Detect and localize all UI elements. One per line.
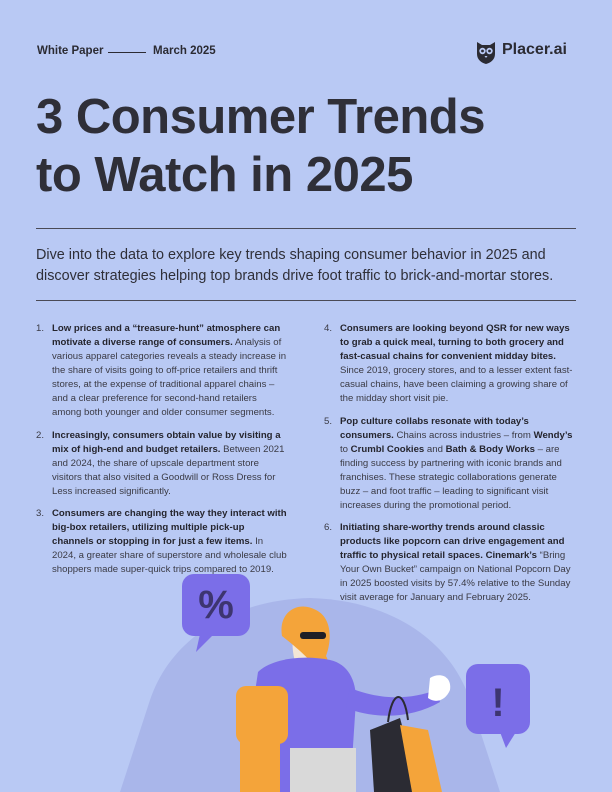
trend-item-3: 3. Consumers are changing the way they i…	[36, 508, 287, 575]
title-line-1: 3 Consumer Trends	[36, 90, 485, 144]
trends-column-left: 1. Low prices and a “treasure-hunt” atmo…	[36, 322, 288, 586]
placer-owl-icon	[477, 42, 495, 64]
trend-item-6: 6. Initiating share-worthy trends around…	[324, 522, 571, 603]
title-line-2: to Watch in 2025	[36, 148, 413, 202]
shopper-figure	[236, 606, 451, 792]
page-title: 3 Consumer Trends to Watch in 2025	[36, 88, 596, 204]
title-divider	[36, 228, 576, 229]
brand-name: Placer.ai	[502, 41, 567, 58]
date-label: March 2025	[153, 45, 216, 57]
percent-bubble: %	[182, 574, 250, 652]
brand-logo: Placer.ai	[474, 39, 584, 65]
percent-icon: %	[198, 583, 234, 627]
doc-type-label: White Paper	[37, 45, 104, 57]
intro-paragraph: Dive into the data to explore key trends…	[36, 247, 554, 284]
header-divider	[108, 52, 146, 53]
trend-item-1: 1. Low prices and a “treasure-hunt” atmo…	[36, 323, 287, 418]
trend-item-5: 5. Pop culture collabs resonate with tod…	[324, 415, 573, 511]
trend-item-4: 4. Consumers are looking beyond QSR for …	[324, 323, 573, 404]
trends-column-right: 4. Consumers are looking beyond QSR for …	[324, 322, 576, 614]
exclaim-bubble: !	[466, 664, 530, 748]
trend-item-2: 2. Increasingly, consumers obtain value …	[36, 429, 285, 497]
intro-divider	[36, 300, 576, 301]
header-bar: White Paper March 2025 Placer.ai	[37, 41, 584, 64]
exclaim-icon: !	[491, 681, 504, 725]
background-arch	[120, 598, 500, 792]
